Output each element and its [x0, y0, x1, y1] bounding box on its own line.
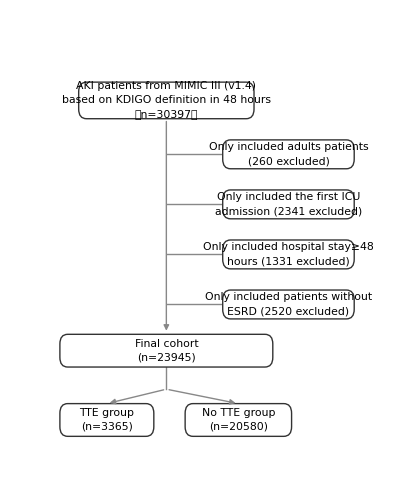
- Text: Only included patients without
ESRD (2520 excluded): Only included patients without ESRD (252…: [205, 292, 372, 316]
- FancyBboxPatch shape: [223, 190, 354, 219]
- Text: Final cohort
(n=23945): Final cohort (n=23945): [135, 338, 198, 362]
- FancyBboxPatch shape: [223, 140, 354, 169]
- FancyBboxPatch shape: [185, 404, 292, 436]
- Text: Only included the first ICU
admission (2341 excluded): Only included the first ICU admission (2…: [215, 192, 362, 216]
- Text: Only included hospital stay≥48
hours (1331 excluded): Only included hospital stay≥48 hours (13…: [203, 242, 374, 266]
- Text: No TTE group
(n=20580): No TTE group (n=20580): [202, 408, 275, 432]
- Text: TTE group
(n=3365): TTE group (n=3365): [79, 408, 135, 432]
- FancyBboxPatch shape: [79, 82, 254, 118]
- FancyBboxPatch shape: [60, 334, 273, 367]
- Text: AKI patients from MIMIC III (v1.4)
based on KDIGO definition in 48 hours
（n=3039: AKI patients from MIMIC III (v1.4) based…: [62, 82, 271, 120]
- FancyBboxPatch shape: [60, 404, 154, 436]
- FancyBboxPatch shape: [223, 290, 354, 319]
- Text: Only included adults patients
(260 excluded): Only included adults patients (260 exclu…: [208, 142, 368, 167]
- FancyBboxPatch shape: [223, 240, 354, 269]
